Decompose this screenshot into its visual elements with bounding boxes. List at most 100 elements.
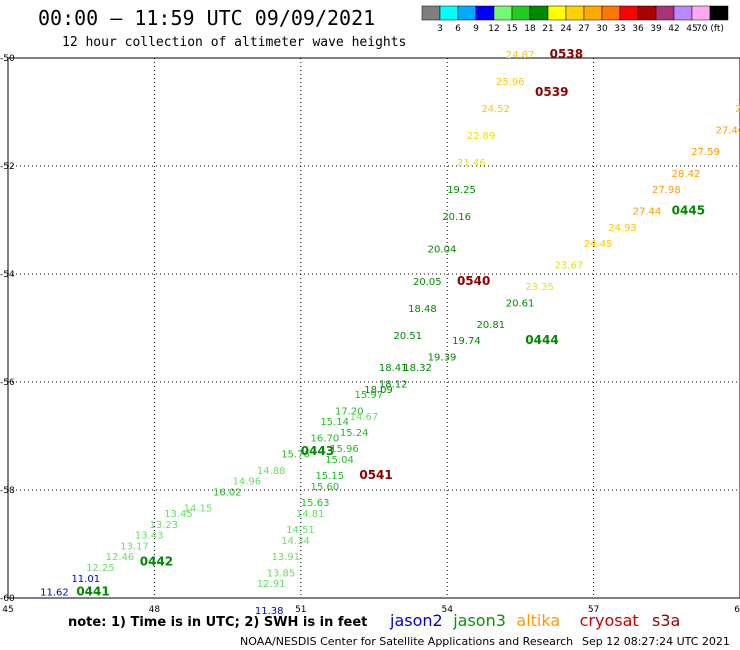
color-swatch bbox=[511, 5, 531, 21]
pass-time-label: 0441 bbox=[76, 584, 109, 598]
wave-height-value: 13.23 bbox=[150, 520, 179, 531]
wave-height-value: 17.20 bbox=[335, 406, 364, 417]
color-scale-label: 27 bbox=[578, 24, 589, 34]
wave-height-labels: 11.0112.2512.4613.1713.4313.2313.4514.15… bbox=[40, 47, 740, 617]
axis-tick-labels: 45 48 51 54 57 60 -50 -52 -54 -56 -58 -60 bbox=[0, 54, 740, 615]
mission-name: altika bbox=[516, 611, 560, 630]
x-tick-label: 51 bbox=[295, 605, 306, 615]
wave-height-value: 18.48 bbox=[408, 304, 437, 315]
wave-height-value: 13.17 bbox=[120, 541, 149, 552]
wave-height-value: 23.35 bbox=[525, 282, 554, 293]
wave-height-value: 14.96 bbox=[232, 477, 261, 488]
wave-height-value: 24.93 bbox=[608, 223, 637, 234]
color-scale-label: 33 bbox=[614, 24, 625, 34]
wave-height-value: 20.04 bbox=[428, 244, 457, 255]
wave-height-value: 13.45 bbox=[164, 509, 193, 520]
wave-height-value: 15.76 bbox=[281, 450, 310, 461]
wave-height-value: 12.25 bbox=[86, 563, 115, 574]
wave-height-value: 20.61 bbox=[506, 298, 535, 309]
plot-frame bbox=[7, 57, 740, 599]
color-swatch bbox=[457, 5, 477, 21]
mission-name: cryosat bbox=[580, 611, 639, 630]
wave-height-value: 20.51 bbox=[394, 331, 423, 342]
color-swatch bbox=[439, 5, 459, 21]
wave-height-value: 24.5 bbox=[735, 104, 740, 115]
pass-time-label: 0539 bbox=[535, 85, 568, 99]
gridlines bbox=[8, 58, 740, 598]
wave-height-value: 24.45 bbox=[584, 239, 613, 250]
color-scale-label: 42 bbox=[668, 24, 679, 34]
chart-title: 00:00 – 11:59 UTC 09/09/2021 bbox=[38, 6, 375, 30]
x-tick-label: 54 bbox=[441, 605, 453, 615]
wave-height-value: 24.87 bbox=[506, 50, 535, 61]
pass-time-label: 0444 bbox=[525, 333, 558, 347]
wave-height-value: 11.62 bbox=[40, 587, 69, 598]
wave-height-value: 18.41 bbox=[379, 363, 408, 374]
color-scale-label: 21 bbox=[542, 24, 553, 34]
wave-height-value: 15.14 bbox=[320, 417, 349, 428]
footer-credit: NOAA/NESDIS Center for Satellite Applica… bbox=[240, 635, 573, 648]
color-scale-label: 18 bbox=[524, 24, 536, 34]
footer-timestamp: Sep 12 08:27:24 UTC 2021 bbox=[582, 635, 730, 648]
mission-name: jason2 bbox=[389, 611, 443, 630]
y-tick-label: -60 bbox=[0, 594, 15, 604]
color-scale-label: 3 bbox=[437, 24, 443, 34]
color-swatch bbox=[475, 5, 495, 21]
x-tick-label: 60 bbox=[734, 605, 740, 615]
color-scale-label: 30 bbox=[596, 24, 608, 34]
color-swatch bbox=[493, 5, 513, 21]
color-swatch bbox=[565, 5, 585, 21]
x-tick-label: 48 bbox=[149, 605, 161, 615]
wave-height-value: 20.16 bbox=[442, 212, 471, 223]
color-scale-label: 36 bbox=[632, 24, 644, 34]
wave-height-value: 20.05 bbox=[413, 277, 442, 288]
wave-height-value: 14.51 bbox=[286, 525, 315, 536]
wave-height-value: 21.46 bbox=[457, 158, 486, 169]
wave-height-value: 23.67 bbox=[555, 261, 584, 272]
wave-height-value: 13.91 bbox=[272, 552, 301, 563]
wave-height-value: 19.74 bbox=[452, 336, 481, 347]
pass-time-label: 0443 bbox=[301, 444, 334, 458]
color-scale-label: 15 bbox=[506, 24, 517, 34]
wave-height-value: 18.32 bbox=[403, 363, 432, 374]
color-swatch bbox=[655, 5, 675, 21]
color-scale-label: 12 bbox=[488, 24, 499, 34]
pass-time-label: 0540 bbox=[457, 274, 490, 288]
color-swatch bbox=[601, 5, 621, 21]
wave-height-value: 22.89 bbox=[467, 131, 496, 142]
color-swatch bbox=[547, 5, 567, 21]
wave-height-value: 27.44 bbox=[633, 207, 662, 218]
wave-height-value: 19.39 bbox=[428, 352, 457, 363]
color-swatch bbox=[709, 5, 729, 21]
color-scale-label: 39 bbox=[650, 24, 662, 34]
wave-height-value: 15.24 bbox=[340, 428, 369, 439]
color-swatch bbox=[619, 5, 639, 21]
wave-height-value: 14.67 bbox=[350, 412, 379, 423]
color-scale-label: 45 bbox=[686, 24, 697, 34]
wave-height-value: 16.70 bbox=[311, 433, 340, 444]
y-tick-label: -54 bbox=[0, 270, 15, 280]
wave-height-value: 20.81 bbox=[476, 320, 505, 331]
color-swatch bbox=[583, 5, 603, 21]
wave-height-value: 14.88 bbox=[257, 466, 286, 477]
wave-height-value: 19.25 bbox=[447, 185, 476, 196]
y-tick-label: -50 bbox=[0, 54, 15, 64]
pass-time-label: 0445 bbox=[672, 204, 705, 218]
wave-height-value: 11.38 bbox=[255, 606, 284, 617]
wave-height-value: 15.04 bbox=[325, 455, 354, 466]
wave-height-value: 15.63 bbox=[301, 498, 330, 509]
mission-legend: jason2 jason3 altika cryosat s3a bbox=[389, 611, 680, 630]
footer-note: note: 1) Time is in UTC; 2) SWH is in fe… bbox=[68, 615, 367, 630]
wave-height-value: 12.91 bbox=[257, 579, 286, 590]
x-tick-label: 57 bbox=[588, 605, 599, 615]
wave-height-value: 27.98 bbox=[652, 185, 681, 196]
y-tick-label: -56 bbox=[0, 378, 15, 388]
wave-height-value: 15.97 bbox=[354, 390, 383, 401]
chart-subtitle: 12 hour collection of altimeter wave hei… bbox=[62, 35, 406, 50]
y-tick-label: -52 bbox=[0, 162, 15, 172]
wave-height-value: 15.60 bbox=[311, 482, 340, 493]
pass-time-label: 0541 bbox=[359, 468, 392, 482]
color-swatch bbox=[529, 5, 549, 21]
